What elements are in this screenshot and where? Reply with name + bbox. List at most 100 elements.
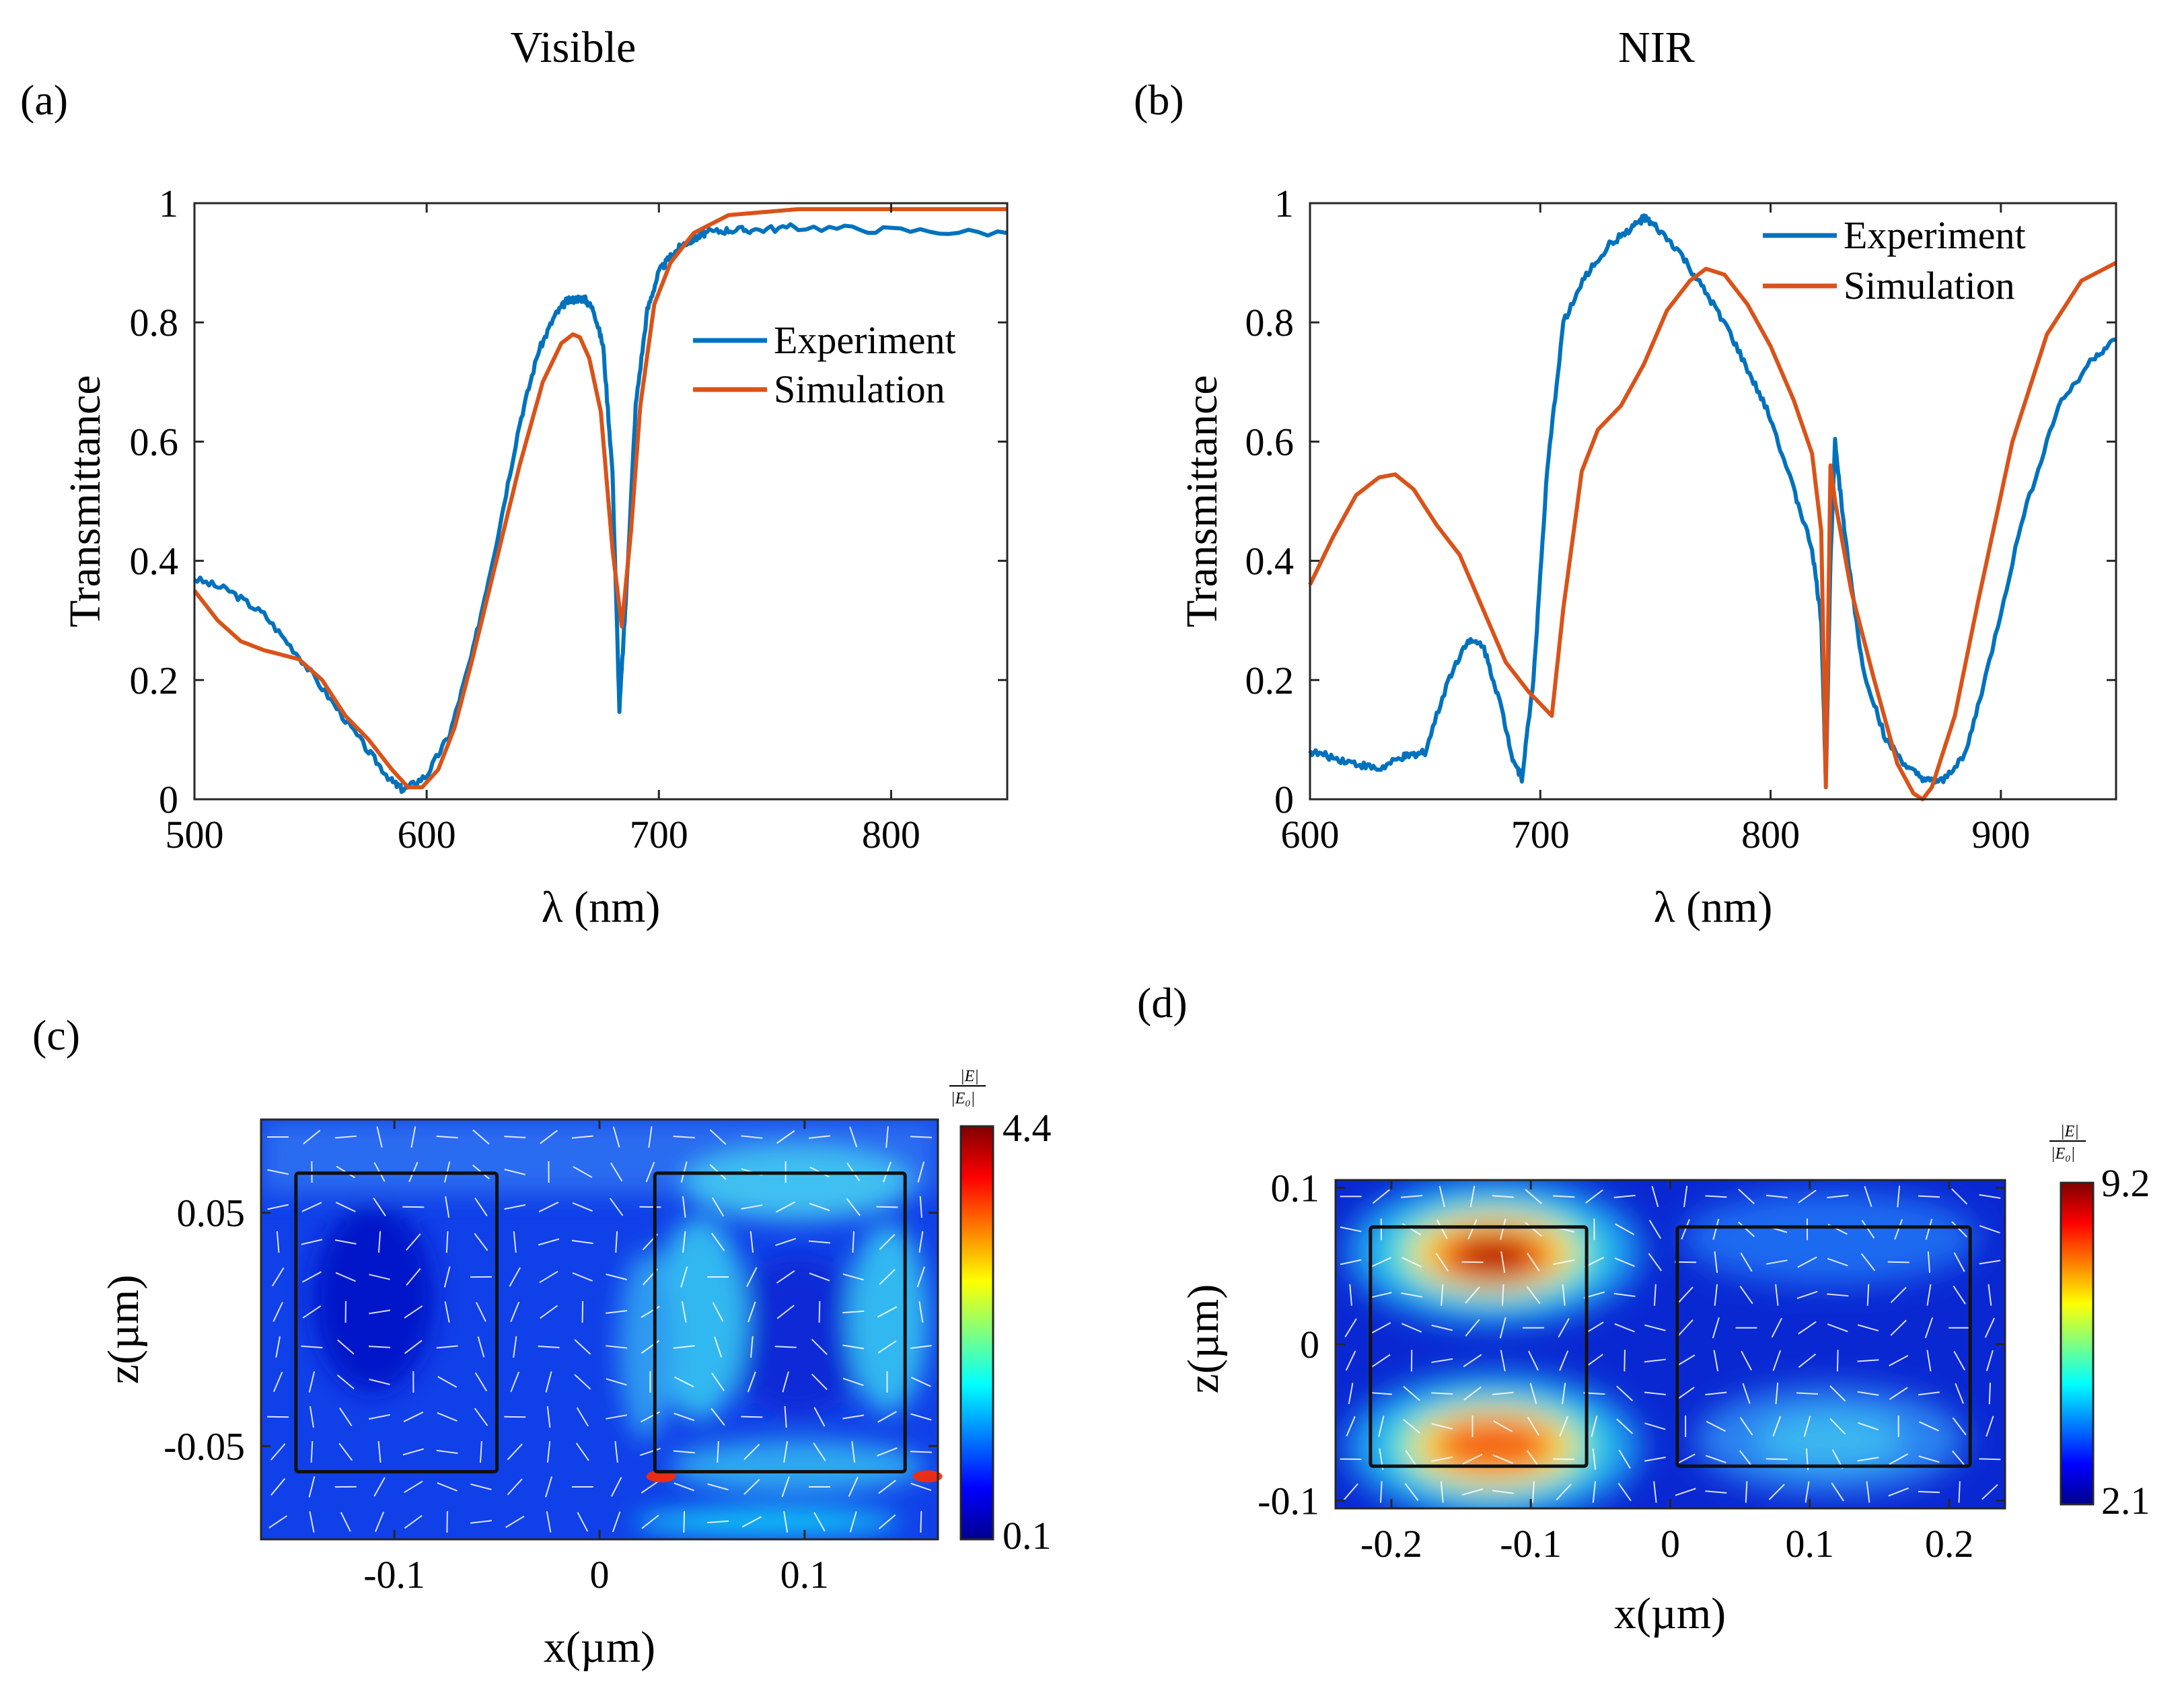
structure-outline [1675,1225,1972,1468]
field-arrow [1653,1284,1657,1306]
field-arrow [509,1267,521,1287]
field-arrow [1644,1422,1666,1430]
field-arrow [436,1345,458,1349]
field-arrow [1556,1483,1572,1501]
field-arrow [1675,1453,1696,1465]
field-arrow [1984,1317,1995,1338]
field-arrow [842,1377,864,1387]
field-arrow [1890,1319,1907,1336]
field-arrow [808,1135,830,1139]
field-arrow [1714,1284,1718,1306]
field-arrow [1528,1350,1539,1371]
field-arrow [610,1162,623,1182]
field-arrow [1894,1218,1903,1240]
field-map-c: -0.1 0 0.1 -0.05 0.05 x(µm) z(µm) 4.4 0.1 |E… [99,1068,1052,1672]
field-arrow [1553,1259,1575,1266]
field-arrow [1371,1257,1391,1268]
field-arrow [1527,1416,1540,1436]
field-arrow [377,1231,381,1253]
field-arrow [404,1514,423,1529]
field-arrow [1644,1457,1666,1462]
plot-c-ylabel: z(µm) [99,1275,148,1385]
colorbar-d-max: 9.2 [2101,1161,2150,1205]
field-arrow [513,1231,517,1253]
field-arrow [1986,1350,1994,1372]
colorbar-d-min: 2.1 [2101,1479,2150,1523]
field-arrow [546,1440,551,1463]
field-arrow [443,1266,451,1288]
plot-a-xlabel: λ (nm) [542,883,661,932]
field-arrow [1768,1483,1785,1500]
field-arrow [470,1483,492,1490]
field-arrow [641,1514,659,1529]
y-tick-label: 0.2 [130,659,179,702]
field-arrow [1591,1416,1598,1437]
field-arrow [1370,1392,1392,1395]
field-arrow [1431,1423,1453,1430]
field-arrow [369,1379,390,1385]
field-arrow [1371,1322,1391,1334]
legend-label-simulation: Simulation [1844,264,2015,307]
field-arrow [1553,1195,1575,1198]
field-arrow [538,1202,559,1212]
y-tick-label: 0.2 [1245,659,1295,702]
field-arrow [747,1371,756,1393]
field-arrow [404,1340,423,1354]
x-tick-label: 800 [1741,813,1800,856]
y-tick-label: 0.1 [1271,1167,1320,1210]
field-arrow [774,1346,797,1348]
field-arrow [303,1130,321,1144]
field-arrow [1436,1219,1448,1239]
colorbar-d [2061,1183,2093,1504]
field-arrow [1925,1218,1933,1240]
field-arrow [540,1305,558,1319]
field-arrow [615,1231,618,1253]
field-arrow [1614,1323,1635,1333]
field-arrow [271,1267,285,1287]
y-tick-label: 0 [1274,778,1294,821]
field-arrow [571,1135,593,1139]
field-arrow [571,1239,593,1245]
field-arrow [403,1412,424,1422]
structure-outline [653,1171,907,1473]
field-arrow [910,1451,932,1453]
field-arrow [920,1510,922,1533]
field-arrow [910,1482,932,1492]
field-arrow [1553,1458,1575,1461]
field-arrow [1713,1350,1719,1372]
field-arrow [1559,1350,1569,1371]
field-arrow [1372,1189,1390,1204]
field-arrow [1889,1354,1909,1366]
field-arrow [1501,1284,1504,1306]
field-arrow [513,1336,517,1358]
x-tick-label: 700 [630,813,688,856]
field-arrow [1493,1420,1513,1432]
field-arrow [1951,1221,1968,1238]
field-arrow [878,1479,896,1494]
field-arrow [1500,1218,1506,1240]
field-arrow [1492,1490,1514,1494]
y-tick-label: -0.05 [163,1424,245,1468]
field-arrow [673,1450,695,1454]
plot-a-legend: Experiment Simulation [693,318,956,411]
field-arrow [540,1130,558,1144]
field-arrow [846,1198,861,1216]
field-arrow [1979,1259,2001,1265]
field-arrow [776,1270,795,1284]
field-arrow [711,1233,725,1251]
field-arrow [1529,1383,1537,1404]
field-arrow [606,1274,627,1280]
field-arrow [301,1239,323,1245]
field-arrow [1738,1221,1755,1237]
field-arrow [1829,1385,1846,1402]
y-tick-label: 1 [159,182,178,225]
field-arrow [573,1166,593,1178]
field-arrow [743,1443,760,1461]
x-tick-label: 700 [1511,813,1570,856]
field-arrow [707,1483,729,1491]
field-arrow [748,1301,756,1323]
field-arrow [645,1161,655,1183]
field-arrow [1344,1318,1357,1337]
